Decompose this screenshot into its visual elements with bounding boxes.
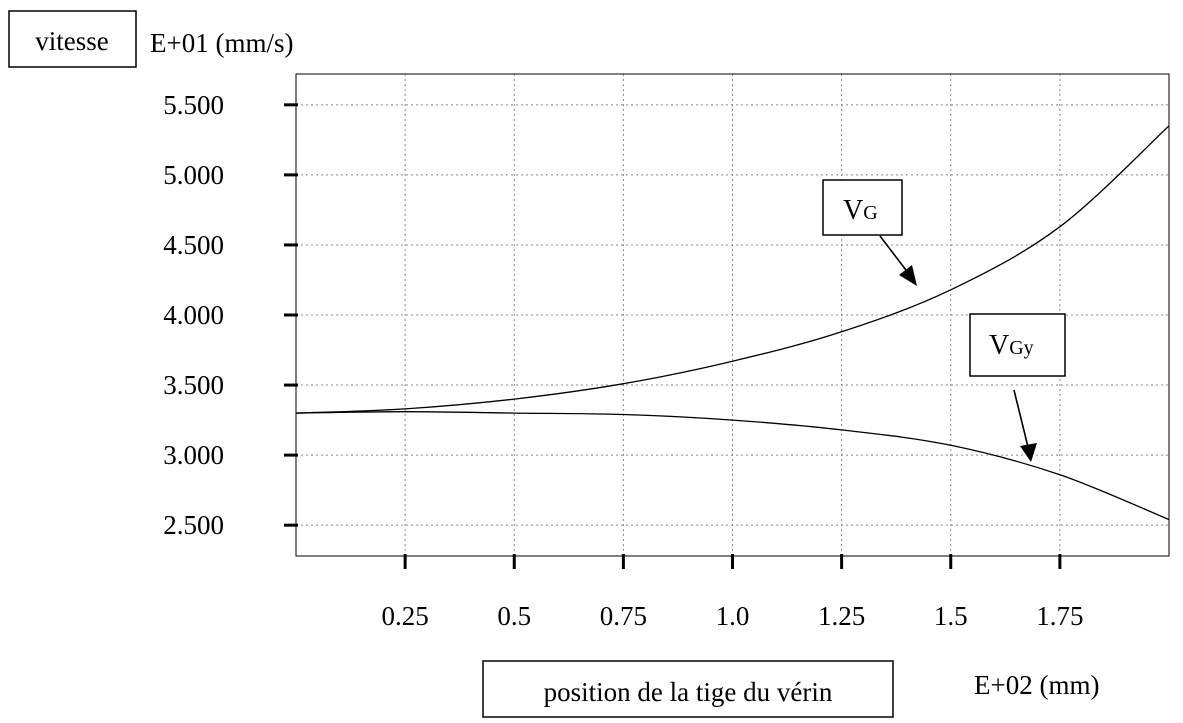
x-axis-unit: E+02 (mm) [974,670,1099,700]
y-axis-title: vitesse [35,26,109,56]
x-tick-label: 1.5 [934,601,968,631]
x-tick-label: 1.25 [818,601,865,631]
x-axis-title: position de la tige du vérin [544,677,833,707]
x-tick-label: 0.75 [600,601,647,631]
y-axis-title-box: vitesse [8,10,137,68]
series-label-vgy-sub: Gy [1009,337,1033,359]
arrow-vg [879,235,917,286]
series-line-vg [295,125,1170,414]
series-line-vgy [295,411,1170,521]
plot-area: 2.500 3.000 3.500 4.000 4.500 5.000 5.500 0.25… [163,73,1170,631]
series-label-vg-sub: G [863,202,877,224]
y-axis-unit: E+01 (mm/s) [150,28,293,58]
x-tick-label: 1.75 [1036,601,1083,631]
series-label-vgy-main: V [989,330,1009,361]
series-label-vgy: VGy [969,313,1066,377]
series-lines [295,125,1170,521]
arrow-vgy [1013,389,1037,462]
x-axis-title-box: position de la tige du vérin [482,660,894,718]
y-tick-label: 4.500 [163,230,224,260]
series-label-vg: VG [822,179,903,236]
y-tick-label: 4.000 [163,300,224,330]
x-tick-label: 0.25 [382,601,429,631]
y-tick-label: 5.000 [163,160,224,190]
y-tick-label: 5.500 [163,90,224,120]
x-axis: 0.25 0.5 0.75 1.0 1.25 1.5 1.75 [382,554,1084,631]
y-axis: 2.500 3.000 3.500 4.000 4.500 5.000 5.500 [163,90,298,540]
svg-text:VG: VG [843,195,878,226]
y-tick-label: 2.500 [163,510,224,540]
x-tick-label: 0.5 [497,601,531,631]
grid [296,74,1169,556]
series-label-vg-main: V [843,195,863,226]
y-tick-label: 3.000 [163,440,224,470]
x-tick-label: 1.0 [716,601,750,631]
svg-text:VGy: VGy [989,330,1034,361]
y-tick-label: 3.500 [163,370,224,400]
